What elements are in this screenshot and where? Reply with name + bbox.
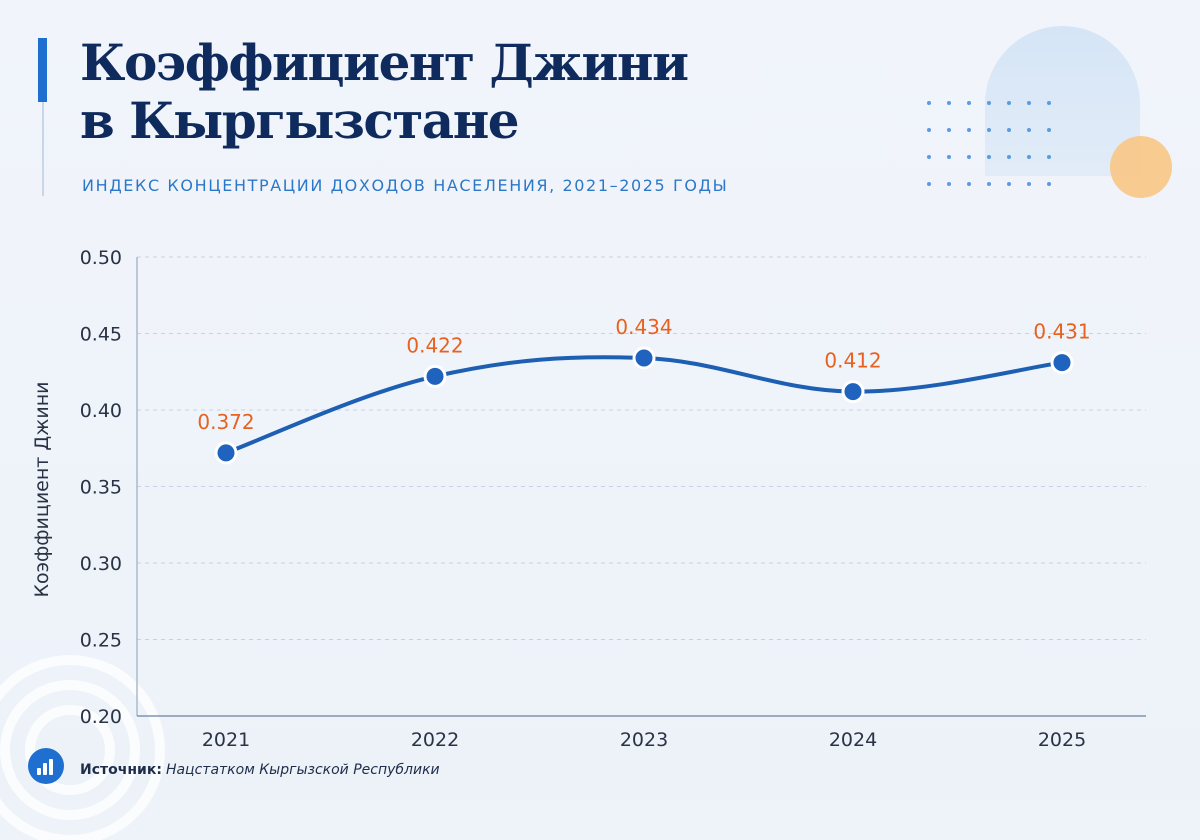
data-point	[214, 441, 238, 465]
y-axis-ticks: 0.20 0.25 0.30 0.35 0.40 0.45 0.50	[80, 247, 122, 728]
y-tick-label: 0.45	[80, 324, 122, 346]
data-point	[1050, 351, 1074, 375]
y-tick-label: 0.50	[80, 247, 122, 269]
data-label: 0.434	[615, 315, 672, 339]
title-line-1: Коэффициент Джини	[80, 33, 689, 92]
page-subtitle: ИНДЕКС КОНЦЕНТРАЦИИ ДОХОДОВ НАСЕЛЕНИЯ, 2…	[82, 176, 729, 195]
chart-series	[224, 355, 1064, 455]
y-tick-label: 0.30	[80, 553, 122, 575]
data-point	[632, 346, 656, 370]
x-tick-label: 2023	[620, 729, 668, 751]
title-line-2: в Кыргызстане	[80, 91, 520, 150]
data-point	[423, 364, 447, 388]
y-axis-label: Коэффициент Джини	[31, 382, 53, 598]
source-value: Нацстатком Кыргызской Республики	[165, 762, 440, 778]
source-line: Источник: Нацстатком Кыргызской Республик…	[80, 762, 440, 778]
chart-axes	[136, 257, 1146, 717]
y-tick-label: 0.40	[80, 400, 122, 422]
data-label: 0.412	[824, 349, 881, 373]
x-tick-label: 2022	[411, 729, 459, 751]
title-accent-line	[42, 102, 44, 196]
source-label: Источник:	[80, 762, 162, 778]
data-label: 0.372	[197, 410, 254, 434]
decorative-dot-grid	[927, 101, 1051, 186]
x-tick-label: 2025	[1038, 729, 1086, 751]
decorative-orange-circle	[1110, 136, 1172, 198]
chart-data-labels: 0.372 0.422 0.434 0.412 0.431	[197, 315, 1090, 434]
y-tick-label: 0.20	[80, 706, 122, 728]
data-point	[841, 380, 865, 404]
title-accent-bar	[38, 38, 47, 102]
x-tick-label: 2024	[829, 729, 877, 751]
page-title: Коэффициент Джини в Кыргызстане	[80, 33, 689, 150]
data-label: 0.422	[406, 333, 463, 357]
chart-grid	[137, 256, 1146, 640]
x-tick-label: 2021	[202, 729, 250, 751]
source-badge	[28, 748, 64, 784]
series-line	[224, 355, 1064, 455]
x-axis-ticks: 2021 2022 2023 2024 2025	[202, 729, 1086, 751]
chart-points	[214, 346, 1074, 465]
data-label: 0.431	[1033, 320, 1090, 344]
y-tick-label: 0.35	[80, 477, 122, 499]
gini-line-chart: 0.200.250.300.350.400.450.50 2021 2022 202…	[31, 247, 1146, 751]
bar-chart-icon	[37, 759, 53, 775]
decorative-watermark-arcs	[0, 655, 165, 840]
y-tick-label: 0.25	[80, 630, 122, 652]
